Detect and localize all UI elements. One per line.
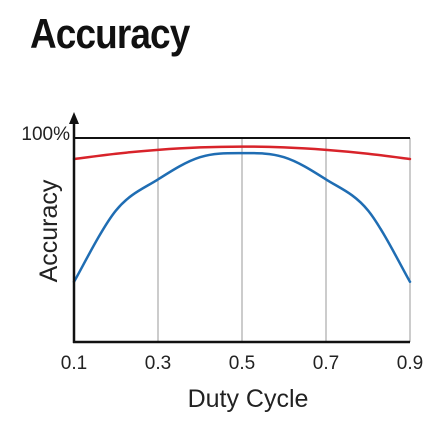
grid-lines (157, 138, 411, 342)
x-axis-title: Duty Cycle (188, 385, 309, 413)
x-tick-label-0.7: 0.7 (313, 353, 339, 374)
axes (69, 112, 410, 344)
chart-title: Accuracy (30, 10, 190, 57)
series-line-1 (72, 145, 412, 161)
x-tick-labels: 0.1 0.3 0.5 0.7 0.9 (61, 353, 423, 374)
y-tick-labels: 100% (21, 124, 70, 145)
x-tick-label-0.3: 0.3 (145, 353, 171, 374)
series-line-2 (72, 151, 412, 284)
y-tick-label-100: 100% (21, 124, 70, 145)
series-group (72, 145, 412, 284)
x-tick-label-0.5: 0.5 (229, 353, 255, 374)
y-axis-title: Accuracy (35, 179, 63, 282)
x-tick-label-0.9: 0.9 (397, 353, 423, 374)
x-tick-label-0.1: 0.1 (61, 353, 87, 374)
y-axis-arrow (69, 112, 79, 124)
